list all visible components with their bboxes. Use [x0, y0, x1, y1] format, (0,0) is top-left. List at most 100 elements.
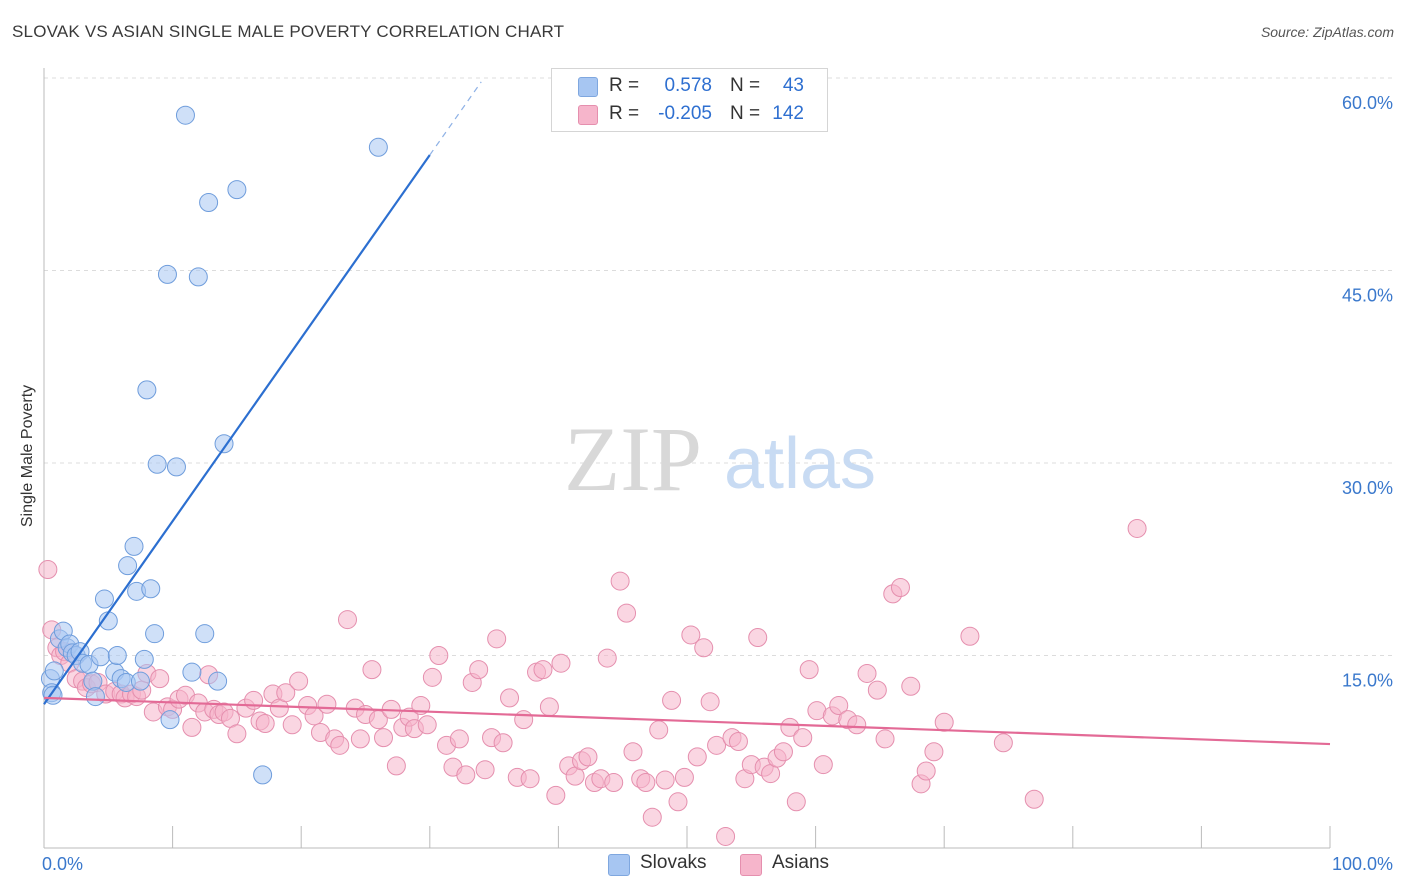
- asian-point: [642, 807, 662, 827]
- stats-row-slovaks: R = 0.578 N = 43: [552, 72, 827, 100]
- asian-point: [1024, 789, 1044, 809]
- asians-swatch: [578, 105, 598, 125]
- asian-point: [728, 731, 748, 751]
- slovak-point: [175, 105, 195, 125]
- slovaks-trend-extension: [429, 81, 482, 156]
- asian-point: [227, 724, 247, 744]
- r-value: 0.578: [664, 75, 712, 96]
- asian-point: [655, 770, 675, 790]
- slovak-point: [107, 646, 127, 665]
- watermark-atlas: atlas: [724, 424, 876, 504]
- slovaks-points: [40, 105, 388, 785]
- slovak-point: [199, 192, 219, 212]
- asian-point: [350, 729, 370, 749]
- slovak-point: [137, 380, 157, 400]
- slovak-point: [253, 765, 273, 785]
- asian-point: [674, 767, 694, 787]
- x-tick-label: 0.0%: [42, 854, 83, 874]
- asians-trend-line: [43, 696, 1331, 746]
- asian-point: [890, 577, 910, 597]
- asian-point: [244, 690, 264, 710]
- asian-point: [716, 826, 736, 846]
- x-tick-label: 100.0%: [1332, 854, 1393, 874]
- asian-point: [429, 646, 449, 665]
- asian-point: [617, 603, 637, 623]
- asian-point: [289, 671, 309, 691]
- legend-label-slovaks: Slovaks: [640, 852, 707, 873]
- asian-point: [875, 729, 895, 749]
- slovak-point: [195, 624, 215, 644]
- asian-point: [539, 697, 559, 717]
- n-value: 142: [772, 103, 804, 124]
- asian-point: [374, 728, 394, 748]
- asian-point: [773, 742, 793, 762]
- y-tick-label: 60.0%: [1342, 93, 1393, 113]
- slovak-point: [85, 687, 105, 707]
- asian-point: [857, 663, 877, 683]
- asian-point: [662, 690, 682, 710]
- asian-point: [475, 760, 495, 780]
- r-label: R =: [609, 103, 640, 124]
- asian-point: [924, 742, 944, 762]
- asian-point: [150, 669, 170, 689]
- y-tick-label: 45.0%: [1342, 286, 1393, 306]
- asian-point: [578, 747, 598, 767]
- asian-point: [417, 715, 437, 735]
- asian-point: [493, 733, 513, 753]
- slovak-point: [182, 662, 202, 682]
- slovak-point: [118, 556, 138, 576]
- correlation-stats-box: R = 0.578 N = 43 R = -0.205 N = 142: [551, 68, 828, 132]
- grid-lines: [44, 77, 1394, 656]
- slovak-point: [368, 137, 388, 157]
- asian-point: [500, 688, 520, 708]
- asian-point: [960, 626, 980, 646]
- watermark-zip: ZIP: [564, 408, 702, 510]
- asian-point: [748, 628, 768, 648]
- asian-point: [520, 769, 540, 789]
- slovak-point: [94, 589, 114, 609]
- slovak-point: [227, 180, 247, 200]
- asian-point: [700, 692, 720, 712]
- asian-point: [182, 717, 202, 737]
- asian-point: [533, 660, 553, 680]
- asian-point: [422, 667, 442, 687]
- asian-point: [487, 629, 507, 649]
- asian-point: [829, 696, 849, 716]
- slovak-point: [188, 267, 208, 287]
- asian-point: [38, 560, 58, 580]
- asian-point: [317, 694, 337, 714]
- slovak-point: [147, 454, 167, 474]
- trend-lines: [43, 81, 1331, 746]
- slovak-point: [160, 710, 180, 730]
- asian-point: [649, 720, 669, 740]
- n-value: 43: [782, 75, 804, 96]
- y-tick-label: 15.0%: [1342, 671, 1393, 691]
- asian-point: [1127, 518, 1147, 538]
- asians-points: [38, 518, 1147, 846]
- asian-point: [916, 761, 936, 781]
- asian-point: [847, 715, 867, 735]
- r-label: R =: [609, 75, 640, 96]
- asian-point: [694, 638, 714, 658]
- asian-point: [255, 714, 275, 734]
- asian-point: [282, 715, 302, 735]
- asian-point: [551, 653, 571, 673]
- asian-point: [799, 660, 819, 680]
- asian-point: [514, 710, 534, 730]
- asian-point: [993, 733, 1013, 753]
- asian-point: [934, 712, 954, 732]
- y-tick-label: 30.0%: [1342, 478, 1393, 498]
- tick-labels: 15.0% 30.0% 45.0% 60.0% 0.0% 100.0%: [42, 93, 1393, 874]
- asian-point: [707, 735, 727, 755]
- slovak-point: [91, 647, 111, 667]
- asian-point: [623, 742, 643, 762]
- asian-point: [793, 728, 813, 748]
- slovak-point: [130, 671, 150, 691]
- chart-title: SLOVAK VS ASIAN SINGLE MALE POVERTY CORR…: [12, 22, 565, 41]
- asian-point: [469, 660, 489, 680]
- r-value: -0.205: [658, 103, 712, 124]
- asian-point: [786, 792, 806, 812]
- slovak-point: [124, 536, 144, 556]
- slovak-point: [141, 579, 161, 599]
